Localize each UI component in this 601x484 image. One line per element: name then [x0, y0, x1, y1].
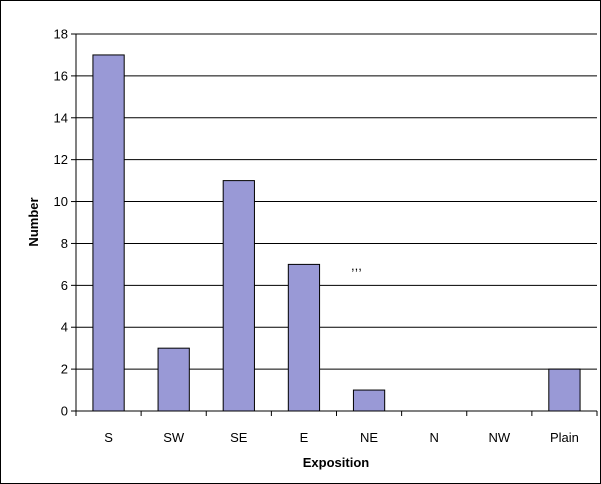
x-tick-label: Plain	[550, 430, 579, 445]
y-tick-label: 6	[61, 278, 68, 293]
bar-plain	[548, 368, 581, 412]
y-tick-label: 4	[61, 320, 68, 335]
y-tick-label: 0	[61, 404, 68, 419]
x-tick-label: NE	[360, 430, 378, 445]
chart-annotation: ,,,	[351, 258, 362, 273]
y-tick-label: 18	[54, 27, 68, 42]
x-tick-labels: S SW SE E NE N NW Plain	[104, 430, 579, 445]
bars	[92, 54, 581, 412]
bar-sw	[157, 347, 190, 412]
y-tick-label: 16	[54, 68, 68, 83]
y-tick-label: 2	[61, 362, 68, 377]
bar-s	[92, 54, 125, 412]
y-tick-label: 8	[61, 236, 68, 251]
y-axis-title: Number	[26, 197, 41, 246]
y-tick-labels: 0 2 4 6 8 10 12 14 16 18	[54, 27, 68, 419]
x-tick-label: S	[104, 430, 113, 445]
y-tick-label: 14	[54, 110, 68, 125]
x-tick-label: N	[429, 430, 438, 445]
y-tick-label: 12	[54, 152, 68, 167]
x-tick-label: SW	[163, 430, 185, 445]
x-tick-label: SE	[230, 430, 248, 445]
axes	[71, 33, 598, 416]
gridlines	[76, 33, 597, 370]
x-axis-title: Exposition	[303, 455, 370, 470]
x-tick-label: E	[300, 430, 309, 445]
y-tick-label: 10	[54, 194, 68, 209]
x-tick-label: NW	[488, 430, 510, 445]
bar-ne	[352, 389, 386, 412]
bar-e	[287, 263, 321, 412]
bar-se	[222, 180, 255, 412]
